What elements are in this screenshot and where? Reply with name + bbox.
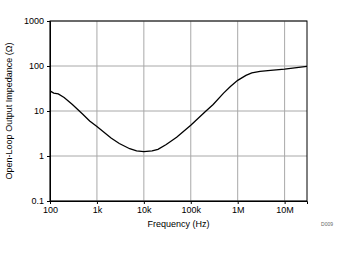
x-axis-line xyxy=(51,202,308,205)
x-tick: 100 xyxy=(43,201,58,215)
x-axis: 100 1k 10k 100k 1M 10M xyxy=(43,201,308,215)
impedance-line xyxy=(50,66,307,151)
plot: 100 1k 10k 100k 1M 10M 0.1 1 10 100 1000 xyxy=(24,16,308,215)
y-tick-label: 10 xyxy=(34,106,44,116)
x-tick: 1M xyxy=(232,201,245,215)
x-tick-label: 1k xyxy=(93,205,103,215)
x-tick: 1k xyxy=(93,201,103,215)
y-grid-line xyxy=(50,156,307,157)
y-tick-label: 1000 xyxy=(24,16,44,26)
x-axis-title: Frequency (Hz) xyxy=(147,219,209,229)
y-tick-label: 100 xyxy=(29,61,44,71)
x-tick: 10k xyxy=(137,201,152,215)
y-tick: 1 xyxy=(39,151,50,161)
y-tick: 0.1 xyxy=(31,196,50,206)
chart: 100 1k 10k 100k 1M 10M 0.1 1 10 100 1000 Frequency … xyxy=(0,0,340,254)
y-tick-label: 1 xyxy=(39,151,44,161)
y-axis: 0.1 1 10 100 1000 xyxy=(24,16,51,206)
x-tick-label: 100 xyxy=(43,205,58,215)
x-tick-label: 100k xyxy=(182,205,202,215)
y-tick-label: 0.1 xyxy=(31,196,44,206)
y-axis-title: Open-Loop Output Impedance (Ω) xyxy=(4,43,14,180)
x-tick-label: 1M xyxy=(232,205,245,215)
y-grid-line xyxy=(50,111,307,112)
y-tick: 1000 xyxy=(24,16,50,26)
y-tick: 100 xyxy=(29,61,50,71)
marks xyxy=(50,66,307,151)
x-tick: 100k xyxy=(182,201,202,215)
x-tick-label: 10M xyxy=(276,205,294,215)
x-tick: 10M xyxy=(276,201,294,215)
grid xyxy=(50,21,307,201)
y-tick: 10 xyxy=(34,106,50,116)
plot-frame xyxy=(50,21,307,201)
y-grid-line xyxy=(50,66,307,67)
annotation: D009 xyxy=(321,221,333,227)
x-tick-label: 10k xyxy=(137,205,152,215)
